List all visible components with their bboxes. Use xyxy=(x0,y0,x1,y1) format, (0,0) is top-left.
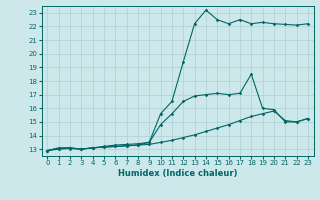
X-axis label: Humidex (Indice chaleur): Humidex (Indice chaleur) xyxy=(118,169,237,178)
